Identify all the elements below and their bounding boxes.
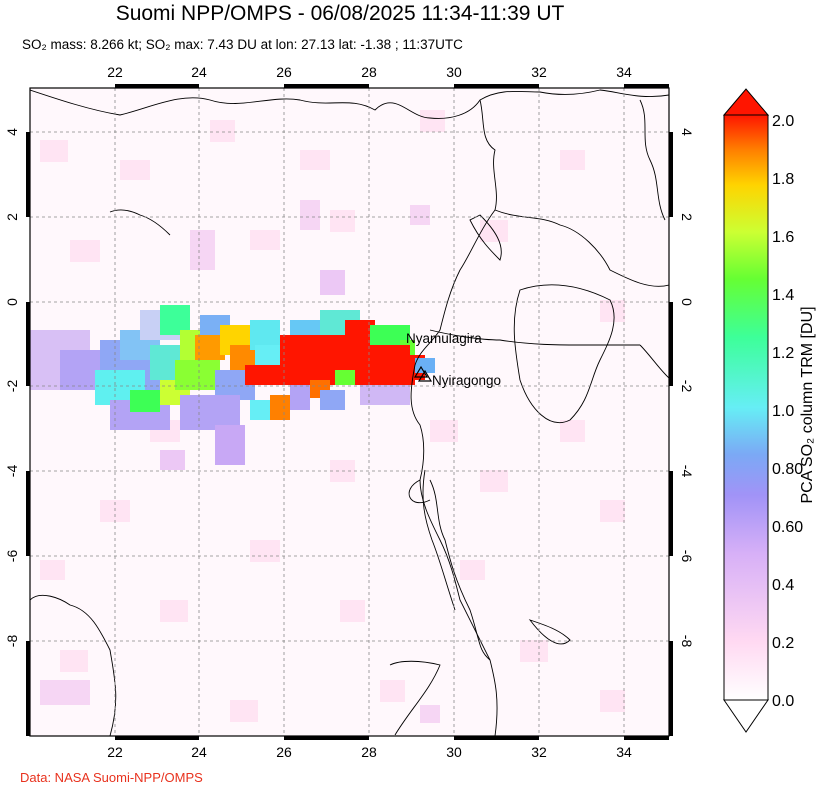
x-tick-bottom: 22: [107, 744, 123, 760]
colorbar-tick: 0.4: [772, 577, 794, 594]
y-tick-right: -4: [679, 465, 695, 478]
x-tick-top: 30: [446, 64, 462, 80]
colorbar-label: PCA SO₂ column TRM [DU]: [799, 306, 816, 503]
x-tick-bottom: 24: [191, 744, 207, 760]
x-tick-top: 32: [531, 64, 547, 80]
y-tick-left: 2: [4, 213, 20, 221]
y-tick-left: -2: [4, 380, 20, 393]
x-axis-bottom-labels: 22 24 26 28 30 32 34: [107, 744, 632, 760]
y-tick-right: 2: [679, 213, 695, 221]
map-gridlines: [30, 88, 669, 736]
colorbar-gradient: [723, 114, 769, 701]
colorbar: 2.0 1.8 1.6 1.4 1.2 1.0 0.80 0.60 0.4 0.…: [722, 88, 816, 733]
colorbar-tick: 1.6: [772, 229, 794, 246]
y-axis-right-labels: 4 2 0 -2 -4 -6 -8: [679, 128, 695, 647]
y-tick-right: -6: [679, 550, 695, 563]
y-tick-left: -4: [4, 465, 20, 478]
colorbar-tick: 0.60: [772, 519, 803, 536]
y-tick-left: 4: [4, 128, 20, 136]
x-tick-bottom: 34: [616, 744, 632, 760]
colorbar-tick: 1.0: [772, 403, 794, 420]
volcano-label-nyamulagira: Nyamulagira: [406, 331, 482, 346]
colorbar-tick: 0.2: [772, 635, 794, 652]
so2-plume: [30, 270, 435, 470]
map-borders: [30, 89, 669, 736]
y-tick-left: -8: [4, 635, 20, 648]
volcano-nyiragongo-marker: [417, 369, 433, 382]
x-tick-bottom: 32: [531, 744, 547, 760]
x-tick-top: 24: [191, 64, 207, 80]
colorbar-tick: 1.4: [772, 287, 794, 304]
colorbar-top-arrow: [722, 88, 770, 116]
y-tick-right: -2: [679, 380, 695, 393]
volcano-markers: Nyamulagira Nyiragongo: [406, 331, 501, 388]
x-tick-bottom: 26: [276, 744, 292, 760]
y-tick-left: -6: [4, 550, 20, 563]
x-axis-top-labels: 22 24 26 28 30 32 34: [107, 64, 632, 80]
x-tick-bottom: 30: [446, 744, 462, 760]
map-subtitle: SO₂ mass: 8.266 kt; SO₂ max: 7.43 DU at …: [22, 37, 463, 52]
colorbar-tick: 2.0: [772, 113, 794, 130]
x-tick-top: 34: [616, 64, 632, 80]
x-tick-top: 22: [107, 64, 123, 80]
colorbar-tick: 1.8: [772, 171, 794, 188]
x-tick-top: 28: [361, 64, 377, 80]
colorbar-tick-labels: 2.0 1.8 1.6 1.4 1.2 1.0 0.80 0.60 0.4 0.…: [772, 113, 803, 710]
data-credit: Data: NASA Suomi-NPP/OMPS: [20, 770, 203, 785]
map-frame: [26, 84, 673, 740]
volcano-label-nyiragongo: Nyiragongo: [432, 373, 501, 388]
so2-pixels: [30, 110, 625, 723]
colorbar-tick: 0.80: [772, 461, 803, 478]
y-tick-right: 4: [679, 128, 695, 136]
y-axis-left-labels: 4 2 0 -2 -4 -6 -8: [4, 128, 20, 647]
colorbar-tick: 0.0: [772, 693, 794, 710]
map-title: Suomi NPP/OMPS - 06/08/2025 11:34-11:39 …: [115, 2, 565, 25]
colorbar-tick: 1.2: [772, 345, 794, 362]
colorbar-bottom-arrow: [723, 699, 769, 733]
y-tick-right: 0: [679, 298, 695, 306]
y-tick-right: -8: [679, 635, 695, 648]
x-tick-top: 26: [276, 64, 292, 80]
x-tick-bottom: 28: [361, 744, 377, 760]
y-tick-left: 0: [4, 298, 20, 306]
